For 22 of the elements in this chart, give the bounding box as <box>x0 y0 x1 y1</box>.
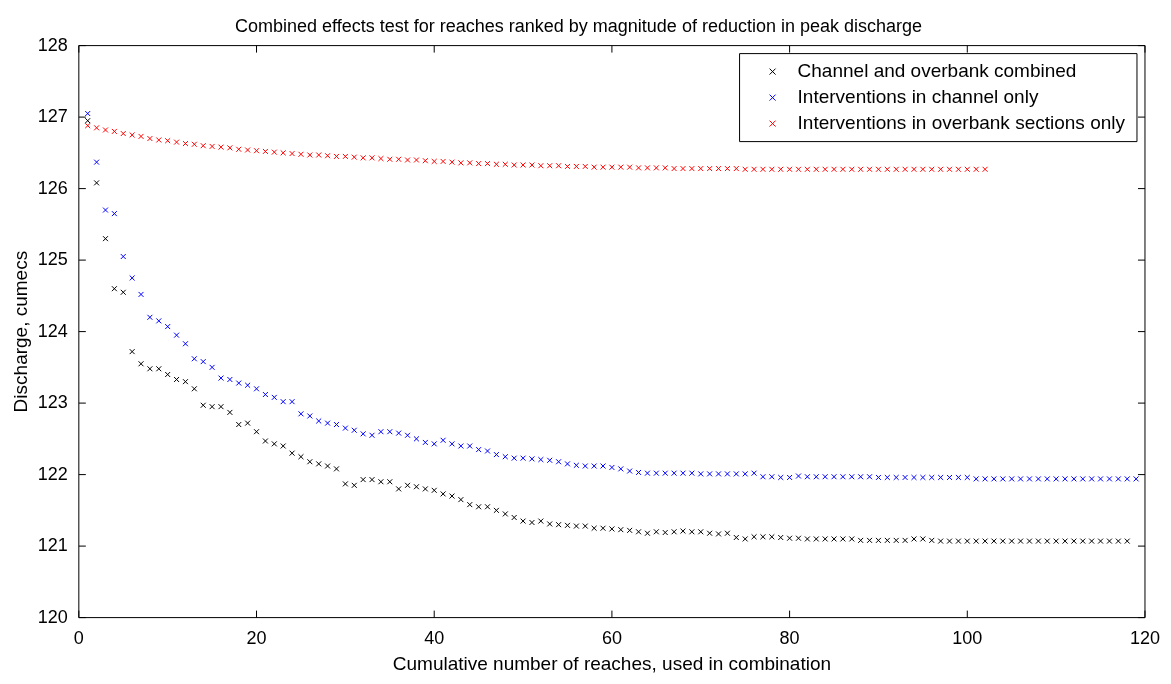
y-tick-label: 127 <box>37 106 68 127</box>
y-tick-label: 121 <box>37 535 68 556</box>
y-tick-label: 128 <box>37 34 68 55</box>
y-tick-label: 125 <box>37 249 68 270</box>
y-tick-label: 126 <box>37 177 68 198</box>
x-tick-label: 40 <box>424 628 445 649</box>
y-tick-label: 120 <box>37 606 68 627</box>
x-axis-title: Cumulative number of reaches, used in combination <box>392 652 832 674</box>
y-tick-label: 124 <box>37 320 68 341</box>
y-axis-title: Discharge, cumecs <box>9 250 31 413</box>
x-tick-label: 20 <box>246 628 267 649</box>
x-tick-label: 60 <box>601 628 622 649</box>
x-tick-label: 0 <box>73 628 84 649</box>
legend-label: Interventions in channel only <box>797 85 1039 107</box>
legend-label: Channel and overbank combined <box>797 59 1077 81</box>
x-tick-label: 100 <box>952 628 983 649</box>
legend-label: Interventions in overbank sections only <box>797 111 1126 133</box>
y-tick-label: 123 <box>37 392 68 413</box>
y-tick-label: 122 <box>37 463 68 484</box>
x-tick-label: 80 <box>779 628 800 649</box>
chart-title: Combined effects test for reaches ranked by magnitude of reduction in peak discharge <box>234 15 923 36</box>
x-tick-label: 120 <box>1129 628 1161 649</box>
